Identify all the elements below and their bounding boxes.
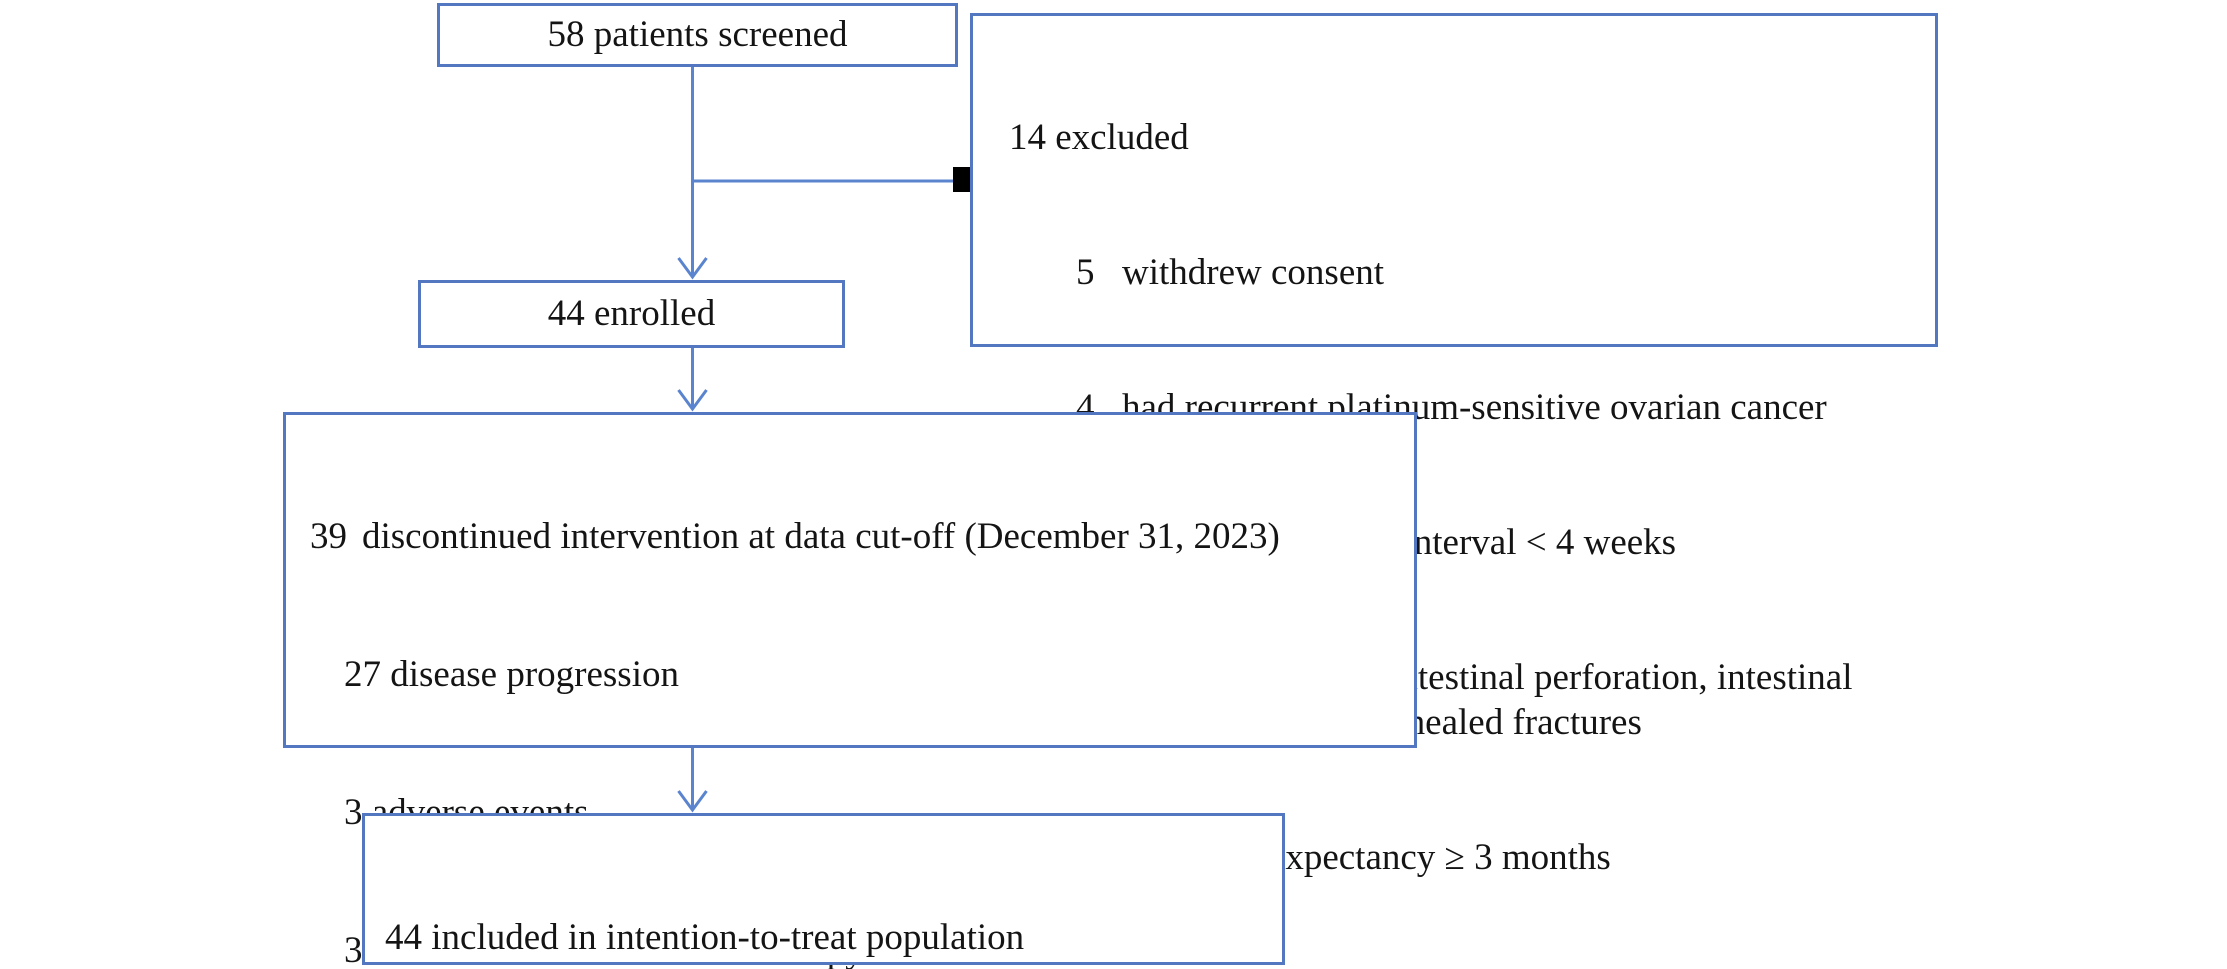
box-populations: 44 included in intention-to-treat popula… xyxy=(362,813,1285,965)
discontinued-title-text: discontinued intervention at data cut-of… xyxy=(362,516,1280,557)
excluded-item-text: withdrew consent xyxy=(1122,252,1385,293)
excluded-item-count: 5 xyxy=(1076,252,1095,293)
discontinued-count: 39 xyxy=(310,516,347,557)
box-enrolled: 44 enrolled xyxy=(418,280,845,348)
box-patients-screened: 58 patients screened xyxy=(437,3,958,67)
discontinued-title: 39 discontinued intervention at data cut… xyxy=(310,514,1404,560)
patients-screened-text: 58 patients screened xyxy=(547,14,848,55)
excluded-title: 14 excluded xyxy=(1009,117,1189,158)
arrow-down-icon xyxy=(677,389,708,412)
box-discontinued: 39 discontinued intervention at data cut… xyxy=(283,412,1417,969)
excluded-item: 5 withdrew consent xyxy=(1076,250,1927,295)
arrow-down-icon xyxy=(677,257,708,280)
population-item: 44 included in intention-to-treat popula… xyxy=(385,917,1025,958)
discontinued-item: 27 disease progression xyxy=(344,654,679,695)
box-excluded: 14 excluded 5 withdrew consent 4 had rec… xyxy=(970,13,1938,878)
enrolled-text: 44 enrolled xyxy=(547,293,716,334)
